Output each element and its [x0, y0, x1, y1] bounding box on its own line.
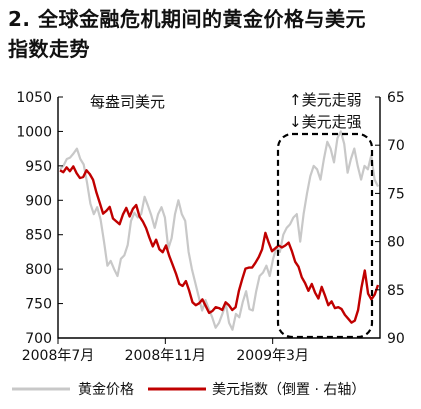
right-axis-tick-label: 85: [387, 283, 405, 299]
highlight-dashed-box: [276, 132, 374, 339]
right-axis-tick-label: 90: [387, 331, 405, 347]
left-axis-tick-label: 1050: [16, 90, 52, 106]
right-axis-tick-label: 75: [387, 186, 405, 202]
series-group: [59, 130, 380, 331]
x-axis-tick-label: 2008年11月: [125, 348, 206, 364]
x-axis-tick-label: 2008年7月: [22, 348, 95, 364]
left-axis-tick-label: 750: [25, 297, 52, 313]
right-axis-tick-label: 70: [387, 138, 405, 154]
legend-label-gold: 黄金价格: [78, 381, 134, 398]
left-axis-tick-label: 950: [25, 159, 52, 175]
ticks-group: 700 750 800 850 900 950 1000 1050 65 70 75 80 85 90 20…: [16, 90, 404, 364]
usd-index-line: [59, 165, 380, 324]
gold-price-line: [59, 130, 379, 331]
left-axis-tick-label: 800: [25, 262, 52, 278]
left-axis-tick-label: 850: [25, 228, 52, 244]
annotation-usd-weaker: ↑美元走弱: [289, 91, 362, 109]
left-axis-tick-label: 900: [25, 193, 52, 209]
left-axis-tick-label: 700: [25, 331, 52, 347]
left-axis-tick-label: 1000: [16, 124, 52, 140]
left-axis-unit-label: 每盎司美元: [90, 93, 165, 111]
plot-frame: [57, 97, 381, 339]
x-axis-tick-label: 2009年3月: [236, 348, 309, 364]
axes-group: [57, 97, 381, 339]
legend-label-usd: 美元指数（倒置 · 右轴）: [212, 382, 365, 398]
chart-title-line-1: 2. 全球金融危机期间的黄金价格与美元: [8, 7, 366, 31]
chart-title-line-2: 指数走势: [8, 37, 90, 61]
annotation-usd-stronger: ↓美元走强: [289, 113, 362, 131]
chart-title: 2. 全球金融危机期间的黄金价格与美元 指数走势: [8, 4, 388, 64]
right-axis-tick-label: 80: [387, 235, 405, 251]
right-axis-tick-label: 65: [387, 90, 405, 106]
